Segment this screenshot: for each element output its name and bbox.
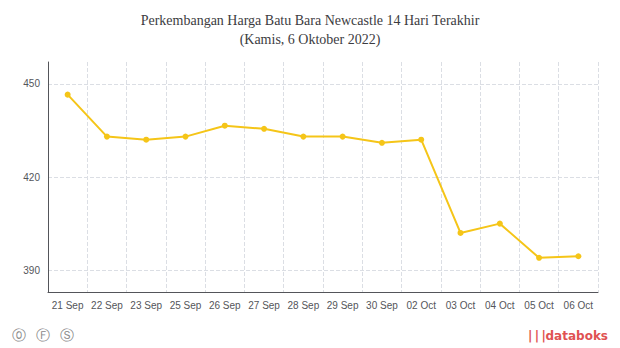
svg-text:28 Sep: 28 Sep <box>288 300 320 311</box>
svg-text:25 Sep: 25 Sep <box>170 300 202 311</box>
svg-text:| | |: | | | <box>528 329 546 343</box>
svg-text:450: 450 <box>23 78 40 89</box>
svg-text:Perkembangan Harga Batu Bara N: Perkembangan Harga Batu Bara Newcastle 1… <box>141 13 480 28</box>
svg-text:(Kamis, 6 Oktober 2022): (Kamis, 6 Oktober 2022) <box>240 32 381 48</box>
svg-text:420: 420 <box>23 172 40 183</box>
svg-text:22 Sep: 22 Sep <box>91 300 123 311</box>
svg-text:databoks: databoks <box>546 329 608 343</box>
svg-text:21 Sep: 21 Sep <box>52 300 84 311</box>
svg-text:27 Sep: 27 Sep <box>248 300 280 311</box>
svg-text:04 Oct: 04 Oct <box>485 300 515 311</box>
svg-text:⓪: ⓪ <box>12 327 26 343</box>
svg-text:30 Sep: 30 Sep <box>366 300 398 311</box>
svg-text:03 Oct: 03 Oct <box>446 300 476 311</box>
svg-text:Ⓕ: Ⓕ <box>36 327 50 343</box>
svg-text:390: 390 <box>23 265 40 276</box>
svg-text:29 Sep: 29 Sep <box>327 300 359 311</box>
svg-text:23 Sep: 23 Sep <box>130 300 162 311</box>
svg-text:05 Oct: 05 Oct <box>524 300 554 311</box>
svg-text:26 Sep: 26 Sep <box>209 300 241 311</box>
svg-text:Ⓢ: Ⓢ <box>60 327 74 343</box>
svg-text:06 Oct: 06 Oct <box>564 300 594 311</box>
svg-text:02 Oct: 02 Oct <box>406 300 436 311</box>
